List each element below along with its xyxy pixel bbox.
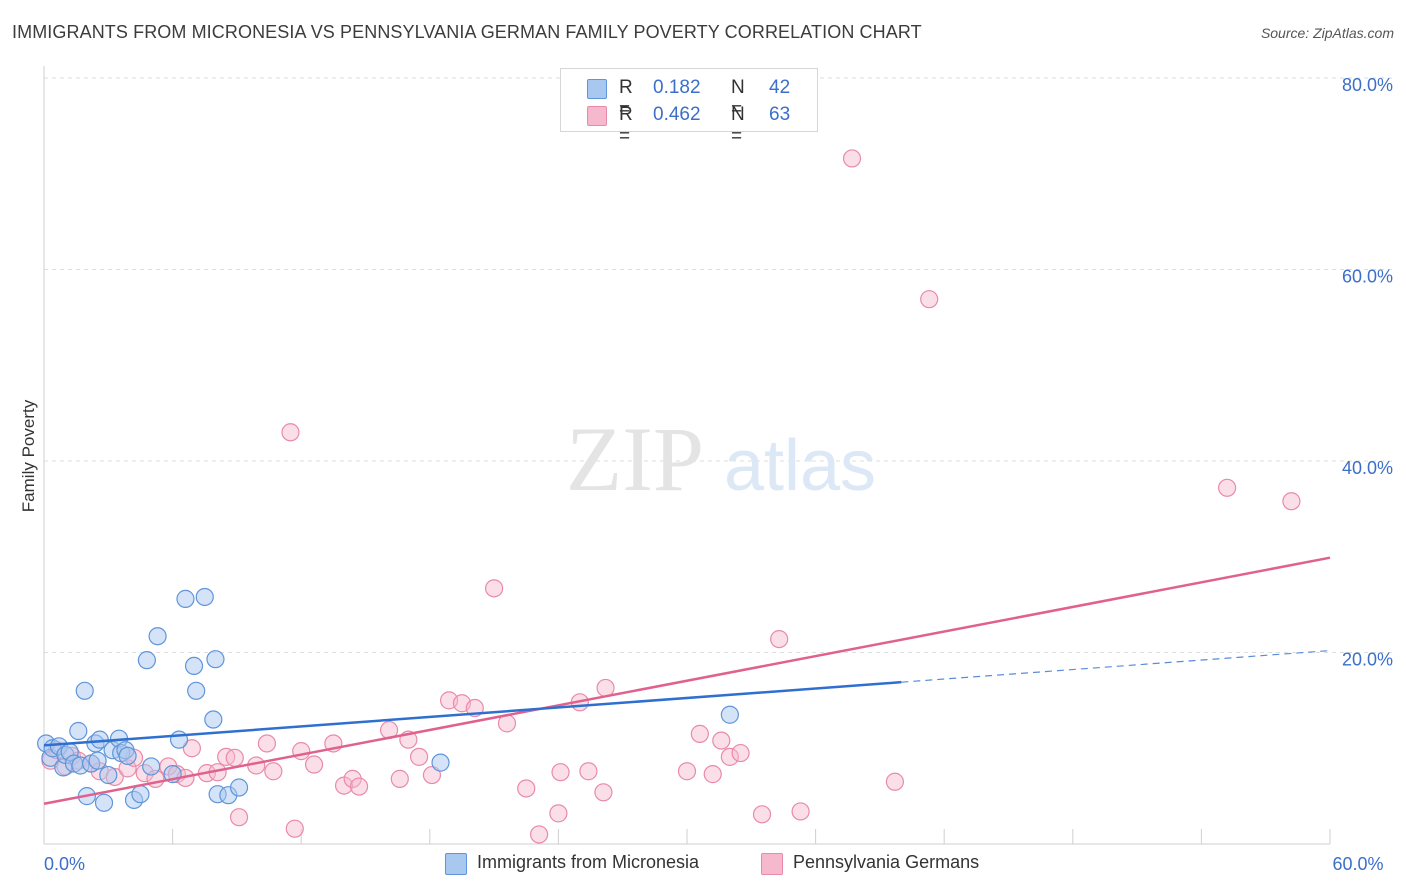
data-point-pennsylvania — [485, 579, 504, 598]
data-point-micronesia — [131, 785, 150, 804]
data-point-micronesia — [204, 710, 223, 729]
data-point-pennsylvania — [690, 724, 709, 743]
data-point-micronesia — [94, 793, 114, 812]
data-point-pennsylvania — [229, 808, 249, 827]
data-point-pennsylvania — [422, 765, 442, 785]
data-point-pennsylvania — [770, 629, 789, 649]
trendline-micronesia — [43, 680, 902, 747]
trend-lines — [43, 556, 1331, 806]
r-value: 0.182 — [653, 77, 701, 98]
data-point-micronesia — [720, 705, 739, 724]
source-label: Source: ZipAtlas.com — [1260, 25, 1394, 41]
watermark-atlas: atlas — [724, 426, 876, 506]
data-point-micronesia — [137, 651, 156, 670]
chart-title: IMMIGRANTS FROM MICRONESIA VS PENNSYLVAN… — [12, 22, 922, 42]
data-point-micronesia — [142, 757, 161, 776]
data-point-pennsylvania — [920, 290, 939, 309]
y-axis-label: Family Poverty — [19, 399, 38, 512]
blue-swatch — [445, 853, 467, 875]
trendline-micronesia-extension — [901, 649, 1331, 683]
y-tick-label: 60.0% — [1342, 267, 1393, 287]
data-point-micronesia — [206, 650, 225, 669]
x-tick-label: 60.0% — [1332, 854, 1383, 874]
data-point-pennsylvania — [530, 825, 549, 844]
data-point-pennsylvania — [304, 755, 324, 774]
data-point-pennsylvania — [842, 149, 862, 168]
data-point-micronesia — [176, 589, 195, 608]
data-point-pennsylvania — [703, 765, 722, 784]
data-point-pennsylvania — [596, 678, 615, 698]
data-point-pennsylvania — [409, 747, 429, 766]
data-point-micronesia — [195, 587, 214, 607]
legend-label: Pennsylvania Germans — [793, 852, 980, 872]
data-point-micronesia — [88, 751, 107, 770]
data-point-pennsylvania — [731, 743, 750, 763]
data-point-pennsylvania — [579, 762, 598, 781]
data-point-pennsylvania — [225, 748, 244, 767]
data-point-micronesia — [69, 721, 88, 741]
data-point-micronesia — [75, 681, 94, 700]
data-point-pennsylvania — [182, 739, 201, 758]
data-point-micronesia — [229, 778, 249, 797]
watermark-zip: ZIP — [566, 408, 704, 510]
y-tick-label: 40.0% — [1342, 458, 1393, 478]
data-point-micronesia — [431, 753, 450, 772]
data-point-pennsylvania — [349, 777, 369, 796]
n-label: N = — [731, 104, 745, 147]
data-point-pennsylvania — [292, 742, 311, 761]
blue-swatch — [587, 79, 607, 99]
data-point-pennsylvania — [285, 819, 304, 838]
tick-labels: 20.0% 40.0% 60.0% 80.0% 0.0% 60.0% — [44, 75, 1393, 874]
data-point-pennsylvania — [791, 802, 810, 821]
data-point-pennsylvania — [551, 763, 570, 782]
series-immigrants-from-micronesia — [37, 587, 739, 812]
r-label: R = — [619, 77, 633, 120]
y-tick-label: 80.0% — [1342, 75, 1393, 95]
data-point-pennsylvania — [549, 804, 568, 823]
data-point-pennsylvania — [752, 805, 772, 824]
data-point-micronesia — [184, 656, 204, 676]
data-point-pennsylvania — [264, 762, 283, 781]
data-point-pennsylvania — [281, 423, 300, 442]
data-point-pennsylvania — [677, 762, 697, 781]
trendline-pennsylvania — [43, 556, 1331, 806]
data-point-pennsylvania — [720, 747, 739, 766]
r-value: 0.462 — [653, 104, 701, 125]
data-point-micronesia — [148, 627, 167, 646]
x-tick-label: 0.0% — [44, 854, 85, 874]
data-point-pennsylvania — [594, 783, 613, 802]
data-point-pennsylvania — [1218, 478, 1237, 497]
data-point-pennsylvania — [517, 779, 536, 798]
pink-swatch — [587, 106, 607, 126]
data-point-micronesia — [118, 746, 137, 766]
grid-lines — [44, 77, 1393, 653]
data-point-pennsylvania — [390, 769, 409, 788]
data-point-micronesia — [99, 765, 118, 785]
n-value: 42 — [769, 77, 791, 98]
r-label: R = — [619, 104, 633, 147]
stats-legend: R = 0.182 N = 42 R = 0.462 N = 63 — [560, 68, 818, 147]
n-label: N = — [731, 77, 745, 120]
data-point-micronesia — [169, 730, 189, 749]
data-point-pennsylvania — [712, 731, 731, 750]
legend-label: Immigrants from Micronesia — [477, 852, 700, 872]
data-point-pennsylvania — [885, 772, 905, 791]
pink-swatch — [761, 853, 783, 875]
data-point-micronesia — [187, 681, 206, 700]
axes — [43, 66, 1331, 845]
y-tick-label: 20.0% — [1342, 650, 1393, 670]
n-value: 63 — [769, 104, 791, 125]
data-point-pennsylvania — [1282, 492, 1301, 511]
data-point-pennsylvania — [257, 734, 277, 753]
